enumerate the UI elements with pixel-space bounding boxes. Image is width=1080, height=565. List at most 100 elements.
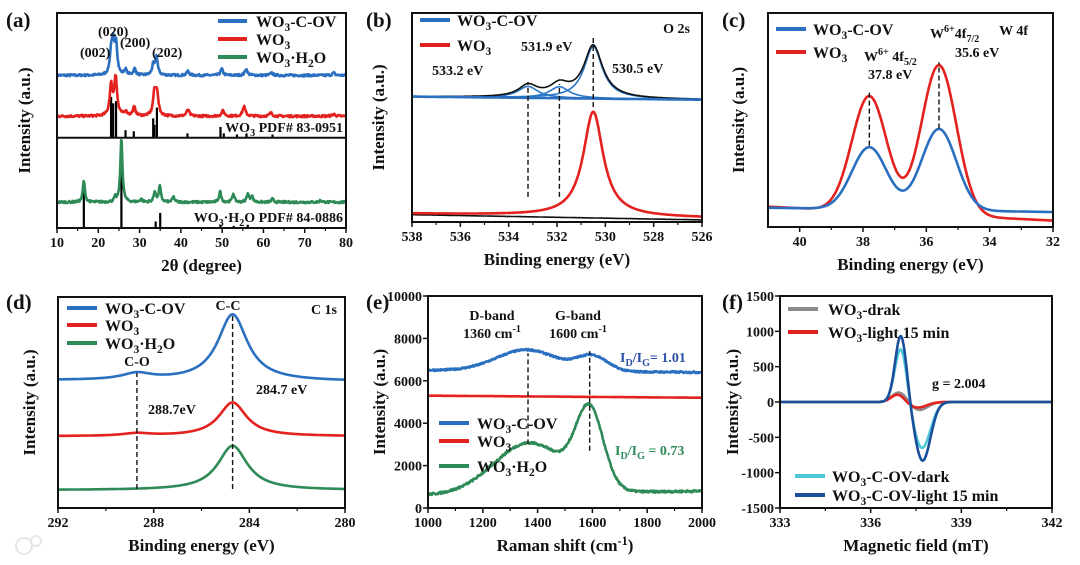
plot-area — [780, 334, 1052, 462]
plot-area — [412, 35, 702, 221]
x-tick-label: 10 — [50, 236, 64, 251]
panel-b — [411, 12, 703, 227]
annotation-label: (202) — [152, 46, 183, 61]
y-axis-title: Intensity (a.u.) — [729, 67, 748, 173]
x-axis-title: Binding energy (eV) — [128, 536, 274, 555]
annotation-label: G-band — [555, 309, 601, 324]
x-axis-title: Binding energy (eV) — [484, 250, 630, 269]
x-tick-label: 40 — [793, 235, 807, 250]
x-tick-label: 40 — [174, 236, 188, 251]
x-tick-label: 36 — [919, 235, 933, 250]
x-axis-title: Magnetic field (mT) — [843, 536, 988, 555]
x-axis-title: Raman shift (cm-1) — [497, 534, 634, 555]
legend-label: WO3-drak — [828, 302, 901, 322]
watermark-logo — [15, 535, 42, 555]
y-tick-label: 1000 — [746, 325, 774, 340]
y-axis-title: Intensity (a.u.) — [15, 67, 34, 173]
legend-label: WO3-C-OV — [813, 22, 894, 42]
annotation-label: 35.6 eV — [955, 46, 999, 61]
plot-frame — [767, 12, 1054, 228]
series-line-wo-3-c-ov — [58, 313, 345, 381]
annotation-label: g = 2.004 — [932, 377, 985, 392]
plot-area — [428, 347, 702, 497]
legend-label: WO3-C-OV — [256, 14, 337, 34]
plot-frame — [779, 295, 1053, 509]
legend-label: WO3·H2O — [477, 459, 547, 479]
annotation-label: 1360 cm-1 — [463, 324, 521, 342]
annotation-label: W6+4f7/2 — [930, 24, 979, 45]
annotation-label: 284.7 eV — [256, 383, 307, 398]
series-line-wo-3-h-2o — [58, 444, 345, 491]
legend-label: WO3 — [477, 434, 511, 454]
x-tick-label: 70 — [298, 236, 312, 251]
panel-label: (c) — [722, 8, 745, 32]
series-line-wo-3-background — [412, 213, 702, 221]
x-tick-label: 1000 — [414, 516, 442, 531]
x-tick-label: 20 — [91, 236, 105, 251]
plot-area — [57, 31, 346, 228]
x-tick-label: 333 — [770, 516, 791, 531]
legend-label: WO3-C-OV-dark — [832, 469, 950, 489]
x-tick-label: 30 — [133, 236, 147, 251]
annotation-label: C 1s — [311, 303, 338, 318]
panel-label: (b) — [366, 8, 392, 32]
legend-label: WO3 — [813, 45, 847, 65]
x-tick-label: 80 — [339, 236, 353, 251]
x-tick-label: 1200 — [469, 516, 497, 531]
legend-label: WO3·H2O — [256, 50, 326, 70]
plot-area — [768, 62, 1053, 222]
y-tick-label: 0 — [767, 396, 774, 411]
panel-label: (f) — [722, 290, 743, 314]
panel-f — [775, 295, 1053, 513]
x-axis-title: Binding energy (eV) — [837, 255, 983, 274]
panel-a — [56, 12, 347, 233]
x-axis-title: 2θ (degree) — [161, 256, 242, 275]
annotation-label: WO3 PDF# 83-0951 — [225, 121, 343, 139]
annotation-label: W 4f — [999, 24, 1028, 39]
annotation-label: C-O — [124, 355, 150, 370]
series-line-wo-3-h-2o — [428, 402, 702, 497]
x-tick-label: 336 — [860, 516, 881, 531]
annotation-label: 531.9 eV — [521, 40, 572, 55]
legend-label: WO3-C-OV — [105, 301, 186, 321]
series-line-wo-3 — [412, 110, 702, 218]
annotation-label: C-C — [216, 299, 241, 314]
y-tick-label: -500 — [748, 431, 774, 446]
annotation-label: WO3·H2O PDF# 84-0886 — [194, 211, 343, 229]
plot-frame — [57, 296, 346, 509]
x-tick-label: 38 — [856, 235, 870, 250]
legend-label: WO3-C-OV-light 15 min — [832, 488, 998, 508]
annotation-label: 533.2 eV — [432, 64, 483, 79]
y-tick-label: 500 — [753, 361, 774, 376]
series-line-wo-3 — [768, 63, 1053, 222]
x-tick-label: 1400 — [524, 516, 552, 531]
legend-label: WO3-light 15 min — [828, 325, 949, 345]
annotation-label: 37.8 eV — [868, 68, 912, 83]
annotation-label: W6+ 4f5/2 — [864, 47, 917, 68]
x-tick-label: 60 — [256, 236, 270, 251]
annotation-label: D-band — [469, 309, 514, 324]
y-tick-label: 4000 — [394, 417, 422, 432]
watermark-icon — [30, 535, 42, 547]
panel-label: (e) — [366, 290, 389, 314]
watermark-icon — [15, 537, 33, 555]
series-line-wo-3 — [57, 73, 346, 119]
x-tick-label: 292 — [48, 516, 69, 531]
x-tick-label: 538 — [402, 230, 423, 245]
panel-c — [767, 12, 1054, 232]
legend-label: WO3 — [105, 318, 139, 338]
x-tick-label: 526 — [692, 230, 713, 245]
annotation-label: (020) — [98, 25, 129, 40]
series-line-wo-3-c-ov — [428, 347, 702, 375]
x-tick-label: 528 — [643, 230, 664, 245]
plot-frame — [427, 295, 703, 509]
y-tick-label: -1000 — [741, 467, 774, 482]
y-tick-label: 8000 — [394, 332, 422, 347]
legend-label: WO3-C-OV — [457, 13, 538, 33]
legend-label: WO3 — [457, 38, 491, 58]
x-tick-label: 32 — [1046, 235, 1060, 250]
x-tick-label: 1800 — [633, 516, 661, 531]
y-axis-title: Intensity (a.u.) — [370, 349, 389, 455]
x-tick-label: 534 — [498, 230, 519, 245]
